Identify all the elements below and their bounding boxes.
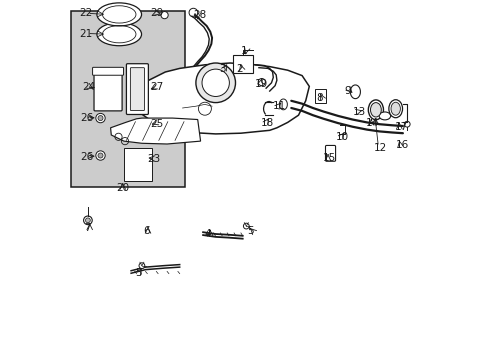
Text: 2: 2: [236, 64, 243, 74]
Circle shape: [96, 151, 105, 160]
Circle shape: [98, 116, 103, 121]
Text: 24: 24: [81, 82, 95, 92]
Text: 26: 26: [80, 152, 93, 162]
Circle shape: [83, 216, 92, 225]
Text: 11: 11: [273, 101, 286, 111]
Text: 18: 18: [260, 118, 273, 128]
Text: 4: 4: [204, 229, 211, 239]
FancyBboxPatch shape: [325, 145, 335, 161]
Text: 9: 9: [344, 86, 350, 96]
Text: 23: 23: [147, 154, 160, 164]
Ellipse shape: [97, 23, 141, 46]
Text: 1: 1: [241, 46, 247, 56]
Ellipse shape: [378, 112, 390, 120]
Bar: [232, 55, 252, 73]
Text: 3: 3: [219, 64, 225, 74]
Text: 13: 13: [352, 107, 365, 117]
Circle shape: [96, 113, 105, 123]
Text: 10: 10: [336, 132, 349, 142]
Text: 5: 5: [247, 226, 253, 236]
Text: 22: 22: [80, 8, 93, 18]
FancyBboxPatch shape: [94, 69, 122, 111]
Ellipse shape: [388, 100, 402, 118]
Circle shape: [258, 78, 265, 86]
Text: 12: 12: [373, 143, 386, 153]
Polygon shape: [110, 118, 200, 144]
Text: 21: 21: [80, 29, 93, 39]
FancyBboxPatch shape: [130, 68, 144, 111]
Ellipse shape: [370, 103, 381, 117]
Text: 20: 20: [116, 183, 129, 193]
Bar: [71, 11, 185, 187]
Text: 29: 29: [150, 8, 163, 18]
FancyBboxPatch shape: [126, 64, 148, 114]
Ellipse shape: [367, 100, 383, 120]
Text: 6: 6: [142, 226, 149, 236]
Text: 19: 19: [255, 78, 268, 89]
Text: 25: 25: [150, 119, 163, 129]
Text: 5: 5: [134, 268, 141, 278]
Circle shape: [161, 12, 168, 19]
Circle shape: [85, 218, 90, 223]
FancyBboxPatch shape: [315, 89, 325, 103]
Text: 14: 14: [366, 118, 379, 128]
Text: 28: 28: [193, 10, 206, 20]
FancyBboxPatch shape: [92, 67, 123, 75]
Text: 27: 27: [150, 82, 163, 92]
Text: 8: 8: [316, 93, 323, 103]
Text: 15: 15: [322, 153, 336, 163]
Ellipse shape: [390, 102, 400, 115]
Text: 26: 26: [80, 113, 93, 123]
Circle shape: [139, 263, 144, 269]
Circle shape: [202, 69, 229, 96]
Ellipse shape: [97, 3, 141, 26]
FancyBboxPatch shape: [123, 148, 152, 181]
Text: 17: 17: [394, 122, 407, 132]
Circle shape: [196, 63, 235, 103]
Text: 16: 16: [395, 140, 408, 150]
Polygon shape: [131, 63, 309, 134]
Circle shape: [243, 223, 249, 229]
Text: 7: 7: [84, 222, 91, 233]
Circle shape: [98, 153, 103, 158]
